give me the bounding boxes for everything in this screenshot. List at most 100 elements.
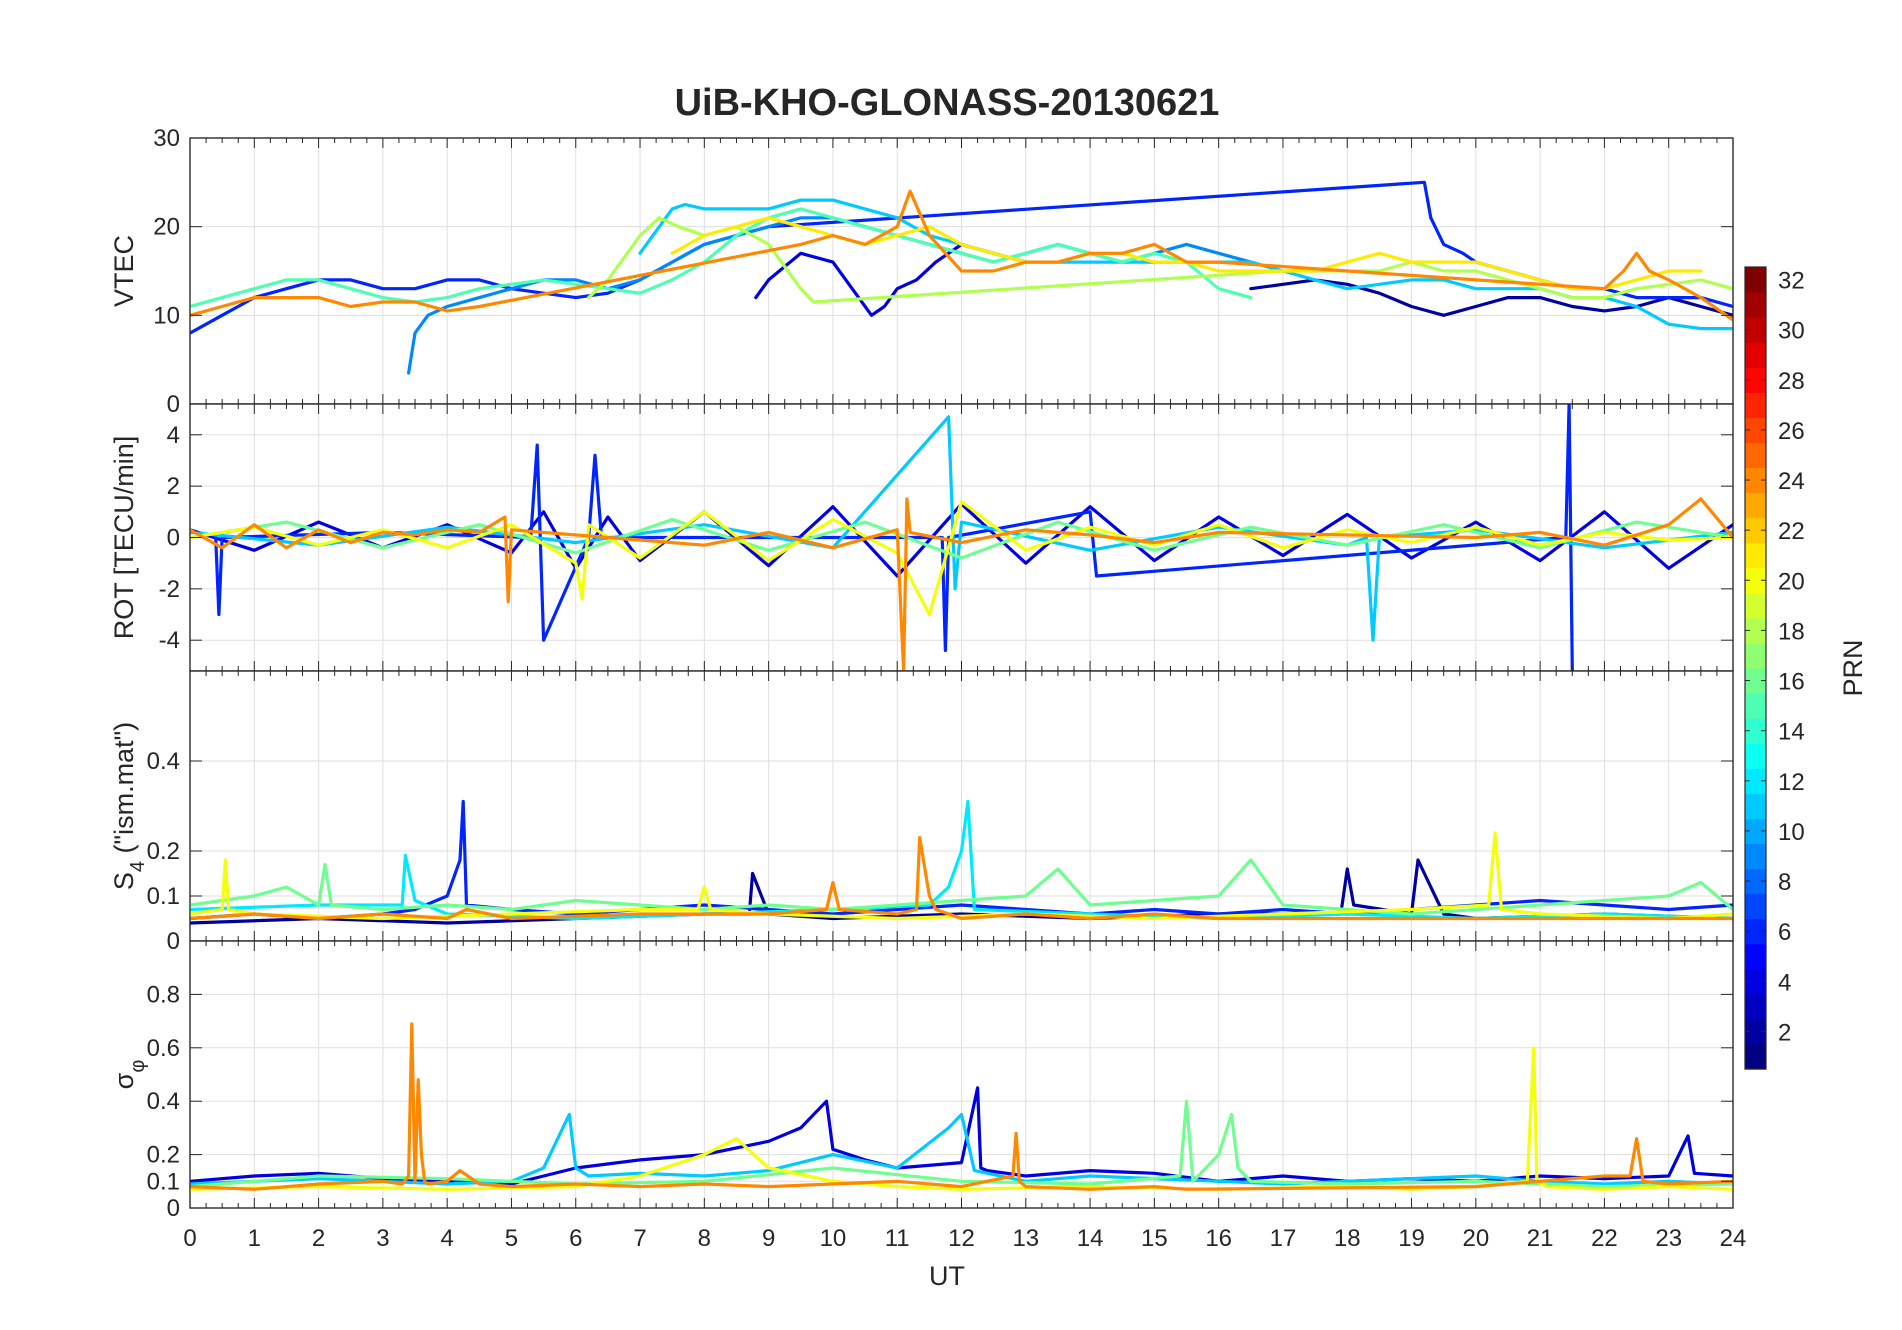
colorbar-tick-label: 2 [1778,1019,1791,1046]
series-group-vtec [190,180,1733,375]
y-axis-label-sigma_phi: σφ [109,1060,149,1090]
x-tick-label: 18 [1334,1225,1361,1252]
x-tick-label: 20 [1462,1225,1489,1252]
colorbar-step [1745,492,1766,519]
colorbar-step [1745,793,1766,819]
y-tick-label: -2 [159,576,180,603]
colorbar-step [1745,843,1766,870]
colorbar-step [1745,617,1766,644]
colorbar-frame [1744,266,1767,1070]
series-prn-16 [190,858,1733,916]
x-tick-label: 22 [1591,1225,1618,1252]
y-tick-label: 30 [153,125,180,152]
colorbar-label: PRN [1838,639,1868,696]
colorbar-scale [1745,267,1766,1070]
grid-rot [190,404,1733,671]
y-tick-label: 0.1 [147,883,180,910]
series-prn-24 [190,1022,1733,1191]
subplot-s4: 0 0.1 0.2 0.4S4 ("ism.mat") [109,670,1734,955]
x-tick-label: 4 [440,1225,453,1252]
colorbar-step [1745,818,1766,845]
x-tick-label: 23 [1655,1225,1682,1252]
colorbar-step [1745,743,1766,769]
x-tick-label: 8 [698,1225,711,1252]
colorbar-step [1745,943,1766,970]
colorbar-tick-label: 28 [1778,368,1805,395]
y-tick-label: 0.1 [147,1168,180,1195]
y-axis-label-rot: ROT [TECU/min] [109,436,139,640]
colorbar-step [1745,267,1766,293]
y-tick-label: 0 [167,391,180,418]
colorbar-step [1745,1018,1766,1045]
colorbar-step [1745,668,1766,694]
x-tick-label: 10 [820,1225,847,1252]
colorbar-tick-label: 6 [1778,919,1791,946]
y-tick-label: 0 [167,1195,180,1222]
subplot-sigma_phi: 00.10.2 0.4 0.6 0.8 σφ [109,940,1734,1222]
y-tick-label: 0.6 [147,1035,180,1062]
series-prn-15 [190,207,1253,309]
y-tick-label: 0.8 [147,981,180,1008]
grid-s4 [190,671,1733,941]
colorbar-tick-label: 20 [1778,568,1805,595]
x-tick-label: 15 [1141,1225,1168,1252]
x-tick-label: 13 [1012,1225,1039,1252]
y-tick-label: 2 [167,473,180,500]
grid-vtec [190,138,1733,404]
colorbar-step [1745,517,1766,544]
x-tick-label: 7 [633,1225,646,1252]
colorbar-tick-label: 16 [1778,669,1805,696]
colorbar-step [1745,642,1766,669]
x-axis-label: UT [929,1261,965,1291]
x-ticks-vtec [189,137,1734,405]
y-axis-label-vtec: VTEC [109,235,139,307]
x-tick-label: 6 [569,1225,582,1252]
colorbar-step [1745,567,1766,594]
colorbar-step [1745,868,1766,895]
series-prn-20 [190,500,1733,617]
x-tick-labels: 0 1 2 3 4 5 6 7 8 9 10 11 12 13 14 15 16 17 18 19 20 21 22 23 24 [183,1225,1746,1252]
colorbar-step [1745,367,1766,393]
x-tick-label: 2 [312,1225,325,1252]
series-prn-20 [190,1046,1733,1191]
colorbar-step [1745,768,1766,794]
colorbar-step [1745,1043,1766,1070]
colorbar-step [1745,417,1766,444]
subplot-rot: -4 -2 0 2 4 ROT [TECU/min] [109,403,1734,672]
x-ticks-sigma_phi [189,941,1734,1209]
colorbar-step [1745,968,1766,995]
colorbar-step [1745,993,1766,1020]
series-prn-24 [190,497,1733,671]
y-tick-label: 4 [167,422,180,449]
y-tick-label: 10 [153,302,180,329]
series-group-sigma_phi [190,1022,1733,1191]
colorbar-step [1745,317,1766,343]
series-group-rot [190,404,1733,671]
y-tick-label: 0.4 [147,748,180,775]
y-tick-label: 20 [153,214,180,241]
x-tick-label: 9 [762,1225,775,1252]
colorbar-step [1745,592,1766,619]
colorbar-tick-label: 26 [1778,418,1805,445]
colorbar-tick-label: 18 [1778,618,1805,645]
y-tick-label: 0 [167,525,180,552]
colorbar-step [1745,442,1766,469]
colorbar-step [1745,467,1766,494]
y-tick-label: 0.2 [147,1142,180,1169]
series-prn-12 [190,799,1733,921]
chart-title: UiB-KHO-GLONASS-20130621 [675,82,1220,124]
series-group-s4 [190,799,1733,925]
colorbar-tick-label: 30 [1778,318,1805,345]
y-tick-label: 0 [167,928,180,955]
colorbar-tick-label: 10 [1778,819,1805,846]
x-tick-label: 17 [1270,1225,1297,1252]
x-tick-label: 5 [505,1225,518,1252]
x-axis: 0 1 2 3 4 5 6 7 8 9 10 11 12 13 14 15 16 17 18 19 20 21 22 23 24… [183,1225,1746,1291]
colorbar-step [1745,718,1766,744]
x-tick-label: 24 [1720,1225,1747,1252]
x-tick-label: 1 [248,1225,261,1252]
x-tick-label: 21 [1527,1225,1554,1252]
